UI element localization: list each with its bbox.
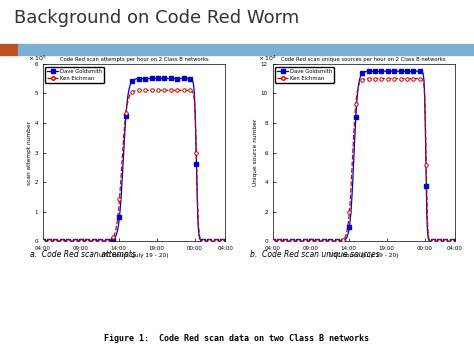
- Text: a.  Code Red scan attempts: a. Code Red scan attempts: [30, 250, 136, 260]
- X-axis label: UTC hours (July 19 - 20): UTC hours (July 19 - 20): [99, 253, 169, 258]
- Y-axis label: Unique source number: Unique source number: [253, 119, 258, 186]
- Y-axis label: scan attempt number: scan attempt number: [27, 121, 32, 185]
- Text: Figure 1:  Code Red scan data on two Class B networks: Figure 1: Code Red scan data on two Clas…: [104, 334, 370, 343]
- Legend: Dave Goldsmith, Ken Eichman: Dave Goldsmith, Ken Eichman: [46, 66, 104, 83]
- Text: Background on Code Red Worm: Background on Code Red Worm: [14, 9, 300, 27]
- Text: $\times\,10^{5}$: $\times\,10^{5}$: [28, 53, 47, 62]
- Title: Code Red scan attempts per hour on 2 Class B networks: Code Red scan attempts per hour on 2 Cla…: [60, 57, 208, 62]
- Bar: [0, 44, 18, 55]
- Text: b.  Code Red scan unique sources: b. Code Red scan unique sources: [250, 250, 380, 260]
- Title: Code Red scan unique sources per hour on 2 Class B networks: Code Red scan unique sources per hour on…: [282, 57, 446, 62]
- Text: $\times\,10^{4}$: $\times\,10^{4}$: [258, 53, 277, 62]
- Legend: Dave Goldsmith, Ken Eichman: Dave Goldsmith, Ken Eichman: [275, 66, 334, 83]
- X-axis label: UTC hours (July 19 - 20): UTC hours (July 19 - 20): [329, 253, 399, 258]
